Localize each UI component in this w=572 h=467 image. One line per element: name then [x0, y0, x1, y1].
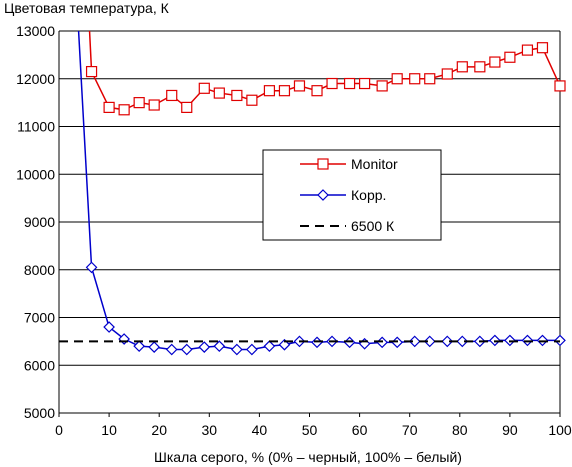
- point-corr-20: [408, 335, 421, 348]
- point-corr-17: [358, 337, 371, 350]
- point-monitor-1: [103, 101, 115, 114]
- series-layer: [59, 31, 566, 356]
- legend-label-monitor: Monitor: [351, 156, 398, 172]
- point-monitor-4: [148, 99, 160, 111]
- y-tick-label-9000: 9000: [24, 214, 55, 230]
- point-monitor-14: [311, 85, 323, 97]
- point-monitor-12: [278, 85, 291, 97]
- y-tick-label-6000: 6000: [24, 357, 55, 373]
- point-corr-4: [148, 341, 161, 353]
- point-corr-0: [85, 261, 98, 274]
- point-corr-10: [246, 343, 258, 356]
- point-monitor-20: [409, 73, 421, 85]
- point-monitor-24: [474, 61, 486, 73]
- legend: Monitor Корр. 6500 К: [262, 149, 442, 241]
- point-monitor-28: [536, 42, 549, 54]
- point-corr-6: [180, 343, 193, 356]
- point-monitor-10: [246, 94, 258, 106]
- x-tick-label-80: 80: [452, 422, 468, 438]
- point-monitor-0: [85, 65, 98, 78]
- y-tick-label-12000: 12000: [16, 71, 55, 87]
- point-corr-8: [213, 340, 226, 352]
- point-monitor-17: [359, 77, 371, 90]
- point-monitor-21: [424, 73, 436, 85]
- point-monitor-29: [554, 80, 566, 92]
- y-tick-label-10000: 10000: [16, 166, 55, 182]
- point-monitor-26: [504, 51, 516, 63]
- point-monitor-6: [181, 101, 193, 114]
- point-corr-21: [423, 335, 436, 348]
- x-axis-title: Шкала серого, % (0% – черный, 100% – бел…: [154, 449, 462, 465]
- x-tick-label-30: 30: [202, 422, 218, 438]
- point-monitor-9: [231, 89, 243, 102]
- x-tick-label-90: 90: [502, 422, 518, 438]
- point-monitor-22: [441, 68, 453, 80]
- legend-label-corr: Корр.: [351, 187, 386, 203]
- point-corr-23: [456, 335, 469, 348]
- point-corr-1: [103, 321, 115, 333]
- y-tick-label-7000: 7000: [24, 310, 55, 326]
- point-monitor-7: [198, 82, 210, 94]
- y-tick-label-11000: 11000: [17, 119, 55, 135]
- point-corr-5: [165, 343, 178, 356]
- point-monitor-8: [213, 87, 225, 99]
- point-corr-22: [441, 335, 454, 348]
- point-monitor-19: [391, 73, 403, 85]
- point-monitor-3: [133, 97, 145, 109]
- x-tick-label-50: 50: [302, 422, 318, 438]
- y-tick-label-5000: 5000: [24, 405, 55, 421]
- legend-label-6500k: 6500 К: [351, 218, 395, 234]
- point-corr-3: [133, 340, 146, 352]
- x-tick-label-100: 100: [548, 422, 572, 438]
- point-monitor-27: [521, 44, 534, 56]
- y-axis-title: Цветовая температура, К: [4, 0, 170, 16]
- legend-marker-corr: [317, 189, 329, 201]
- point-corr-7: [198, 341, 211, 353]
- point-monitor-15: [326, 77, 338, 90]
- point-monitor-25: [489, 56, 501, 68]
- point-monitor-5: [166, 89, 178, 102]
- point-monitor-2: [118, 104, 130, 116]
- x-tick-label-60: 60: [352, 422, 368, 438]
- y-tick-label-13000: 13000: [16, 23, 55, 39]
- x-tick-label-10: 10: [101, 422, 117, 438]
- point-monitor-13: [293, 80, 306, 92]
- x-tick-label-20: 20: [151, 422, 167, 438]
- plot-frame: [58, 31, 561, 413]
- point-monitor-11: [263, 85, 276, 97]
- legend-box: [262, 149, 442, 241]
- point-monitor-18: [376, 80, 388, 92]
- x-tick-label-40: 40: [252, 422, 268, 438]
- x-tick-label-0: 0: [55, 422, 63, 438]
- y-tick-label-8000: 8000: [24, 262, 55, 278]
- point-monitor-16: [343, 77, 356, 90]
- x-tick-label-70: 70: [402, 422, 418, 438]
- point-corr-11: [263, 340, 276, 352]
- legend-marker-monitor: [317, 158, 329, 170]
- point-corr-9: [231, 343, 243, 356]
- tick-labels: 5000 6000 7000 8000 9000 10000 11000 12000 13000…: [16, 23, 572, 438]
- point-monitor-23: [456, 61, 468, 73]
